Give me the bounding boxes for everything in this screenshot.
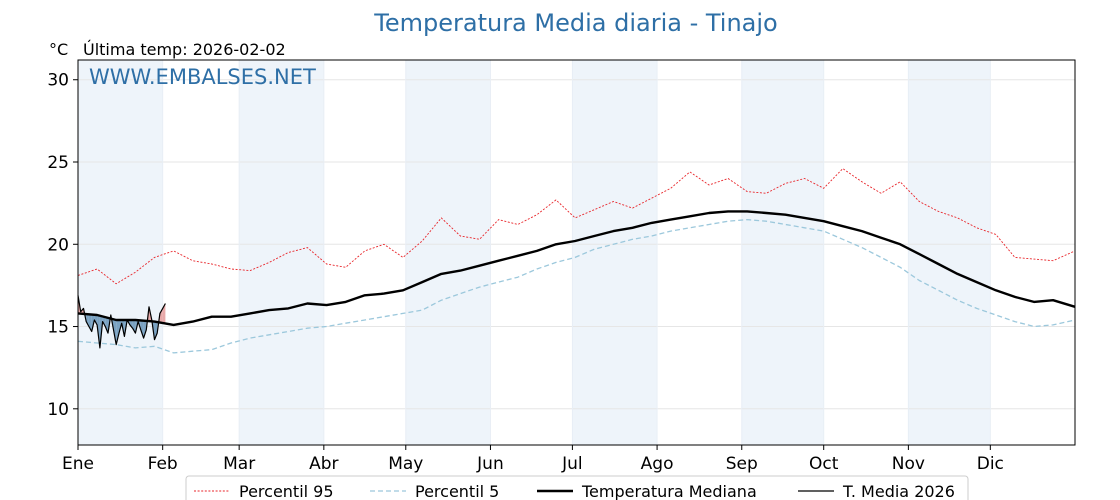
y-tick-label: 15 <box>47 318 69 338</box>
month-shade-ene <box>78 60 163 445</box>
anomaly-fill <box>159 308 163 323</box>
y-tick-label: 10 <box>47 400 69 420</box>
x-tick-label: Sep <box>726 454 758 474</box>
x-tick-label: Abr <box>309 454 338 474</box>
last-update-label: Última temp: 2026-02-02 <box>83 40 286 59</box>
x-tick-label: Jun <box>476 454 504 474</box>
y-unit-label: °C <box>49 40 68 59</box>
y-axis-ticks: 10 15 20 25 30 <box>47 71 78 420</box>
x-tick-label: Feb <box>148 454 178 474</box>
y-tick-label: 20 <box>47 235 69 255</box>
legend-label: Percentil 95 <box>239 482 334 500</box>
grid-lines <box>77 60 1075 445</box>
anomaly-fill <box>102 316 106 327</box>
x-tick-label: Dic <box>977 454 1004 474</box>
anomaly-fill <box>132 320 136 334</box>
x-tick-label: Jul <box>561 454 583 474</box>
x-tick-label: Ago <box>641 454 674 474</box>
anomaly-fill <box>162 303 166 324</box>
y-tick-label: 30 <box>47 71 69 91</box>
x-tick-label: Ene <box>62 454 94 474</box>
legend-label: T. Media 2026 <box>842 482 955 500</box>
anomaly-fill <box>154 321 158 340</box>
legend-label: Percentil 5 <box>415 482 499 500</box>
x-tick-label: Oct <box>809 454 839 474</box>
anomaly-fill <box>129 320 133 329</box>
anomaly-fill <box>94 314 98 325</box>
month-shade-may <box>405 60 491 445</box>
anomaly-fill <box>143 320 147 339</box>
anomaly-fill <box>105 317 108 334</box>
month-shade-nov <box>908 60 991 445</box>
anomaly-fill <box>116 320 119 345</box>
current-year-line <box>77 295 166 349</box>
x-axis-ticks: Ene Feb Mar Abr May Jun Jul Ago Sep Oct Nov Dic <box>62 445 1004 474</box>
p95-line <box>77 168 1076 285</box>
x-tick-label: Mar <box>223 454 255 474</box>
chart-title: Temperatura Media diaria - Tinajo <box>373 9 777 37</box>
legend: Percentil 95 Percentil 5 Temperatura Media… <box>185 475 969 500</box>
anomaly-fill <box>140 320 144 339</box>
x-tick-label: May <box>388 454 423 474</box>
watermark: WWW.EMBALSES.NET <box>89 65 316 89</box>
month-shading <box>78 60 991 445</box>
p5-line <box>77 218 1076 354</box>
anomaly-fill <box>86 314 89 327</box>
legend-label: Temperatura Mediana <box>581 482 757 500</box>
x-tick-label: Nov <box>892 454 925 474</box>
legend-box <box>185 475 969 500</box>
month-shade-sep <box>741 60 824 445</box>
y-tick-label: 25 <box>47 153 69 173</box>
plot-frame <box>77 59 1076 446</box>
median-line <box>77 210 1076 327</box>
month-shade-mar <box>239 60 324 445</box>
series-lines <box>77 168 1076 354</box>
